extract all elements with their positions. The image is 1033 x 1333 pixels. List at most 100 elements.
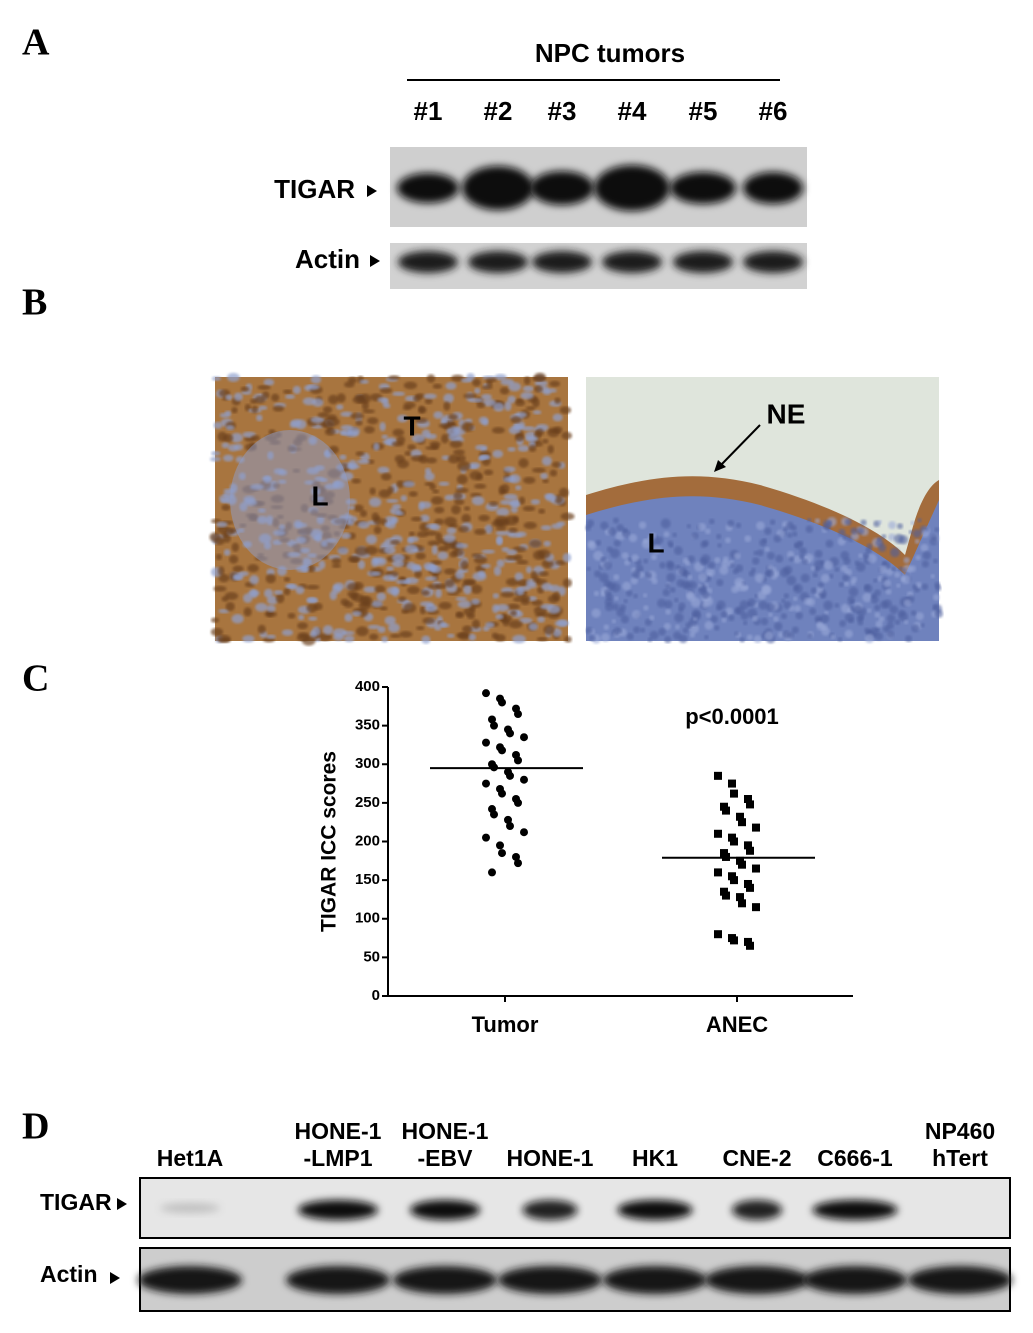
cell xyxy=(622,527,628,533)
cell xyxy=(215,553,222,561)
cell xyxy=(507,395,516,404)
cell xyxy=(728,614,735,622)
cell xyxy=(529,539,542,548)
cell xyxy=(532,410,542,415)
cell xyxy=(640,627,646,633)
cell xyxy=(820,614,830,624)
cell xyxy=(221,442,230,449)
cell xyxy=(746,634,753,641)
cell xyxy=(462,625,473,633)
cell xyxy=(363,586,377,593)
cell xyxy=(222,533,231,543)
cell xyxy=(883,579,892,588)
cell xyxy=(649,630,659,640)
cell xyxy=(535,428,545,436)
cell xyxy=(379,387,393,394)
cell xyxy=(795,611,804,620)
cell xyxy=(792,596,798,602)
cell xyxy=(626,633,634,641)
cell xyxy=(791,626,799,634)
cell xyxy=(642,593,648,598)
cell xyxy=(400,495,408,502)
cell xyxy=(613,517,619,524)
cell xyxy=(700,541,708,548)
cell xyxy=(231,542,239,552)
cell xyxy=(874,632,884,641)
data-point xyxy=(514,859,522,868)
cell xyxy=(384,522,391,527)
cell xyxy=(430,496,444,505)
cell xyxy=(397,414,408,423)
cell xyxy=(905,635,913,643)
cell xyxy=(485,377,497,383)
cell xyxy=(381,434,388,439)
cell xyxy=(605,593,613,601)
cell xyxy=(739,637,745,643)
cell xyxy=(312,626,321,637)
cell xyxy=(934,527,939,532)
cell xyxy=(492,449,504,458)
cell xyxy=(305,584,320,590)
cell xyxy=(699,557,708,566)
cell xyxy=(322,421,334,429)
cell xyxy=(398,596,407,602)
cell xyxy=(475,444,488,451)
cell xyxy=(243,607,252,617)
cell xyxy=(356,459,370,465)
data-point xyxy=(744,841,752,850)
cell xyxy=(915,554,921,561)
cell xyxy=(295,585,305,595)
cell xyxy=(715,605,722,611)
cell xyxy=(593,590,600,597)
cell xyxy=(421,429,431,438)
cell xyxy=(413,564,422,572)
cell xyxy=(720,611,728,618)
cell xyxy=(890,547,900,558)
group-header: NPC tumors xyxy=(535,38,685,68)
y-tick-label: 50 xyxy=(363,948,380,965)
cell xyxy=(514,411,527,418)
cell xyxy=(451,374,464,382)
cell xyxy=(214,537,225,546)
cell xyxy=(415,552,426,560)
cell xyxy=(641,539,652,549)
cell xyxy=(687,555,696,564)
cell xyxy=(404,450,413,456)
cell xyxy=(588,541,597,551)
cell xyxy=(312,398,324,407)
cell xyxy=(367,417,379,425)
cell xyxy=(878,616,885,622)
band xyxy=(468,251,528,273)
cell xyxy=(530,499,541,505)
cell xyxy=(911,624,920,633)
cell xyxy=(734,631,739,636)
data-point xyxy=(488,715,496,724)
cell xyxy=(536,636,548,642)
cell xyxy=(707,561,716,570)
data-point xyxy=(514,710,522,719)
cell xyxy=(595,539,602,546)
cell xyxy=(625,589,633,597)
y-tick-label: 150 xyxy=(355,871,380,888)
lane-label: HONE-1 xyxy=(295,1118,382,1144)
cell xyxy=(224,592,239,600)
cell xyxy=(410,516,423,522)
cell xyxy=(920,543,929,552)
cell xyxy=(537,549,551,559)
data-point xyxy=(714,930,722,939)
cell xyxy=(363,425,375,434)
cell xyxy=(395,579,409,584)
lane-label: #1 xyxy=(414,96,443,126)
cell xyxy=(727,519,735,527)
cell xyxy=(838,528,846,537)
cell xyxy=(632,610,641,619)
data-point xyxy=(520,828,528,837)
cell xyxy=(650,554,657,561)
region-label: L xyxy=(647,527,664,558)
cell xyxy=(910,520,915,525)
cell xyxy=(485,621,495,629)
cell xyxy=(777,631,785,638)
band xyxy=(160,1203,220,1213)
cell xyxy=(691,532,699,540)
cell xyxy=(528,596,537,602)
